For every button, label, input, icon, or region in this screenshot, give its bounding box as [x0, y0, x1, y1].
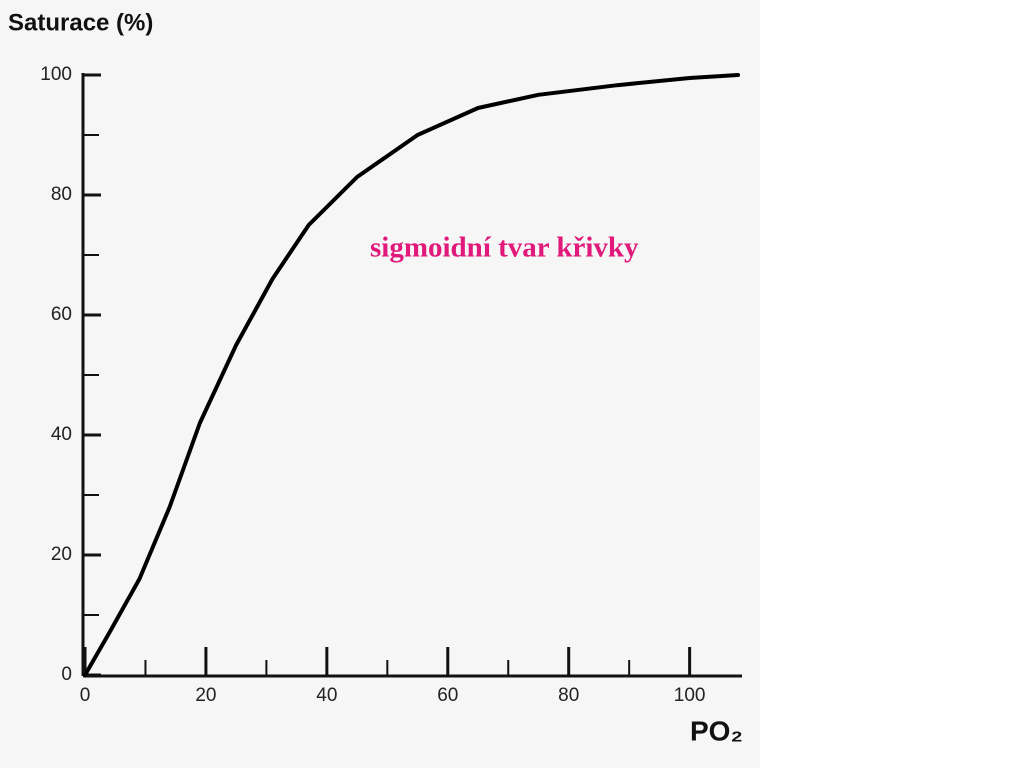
chart-title: Saturace (%) — [8, 9, 153, 36]
y-tick-label: 80 — [51, 184, 72, 205]
y-tick-label: 0 — [61, 664, 72, 685]
y-tick-label: 40 — [51, 424, 72, 445]
y-tick-label: 20 — [51, 544, 72, 565]
x-tick-label: 20 — [195, 685, 216, 706]
curve — [83, 73, 740, 677]
x-tick-label: 80 — [558, 685, 579, 706]
x-tick-label: 0 — [80, 685, 91, 706]
x-axis-label: PO₂ — [690, 715, 743, 746]
plot-background — [0, 0, 760, 768]
annotation: sigmoidní tvar křivky — [370, 232, 639, 264]
x-tick-label: 100 — [674, 685, 706, 706]
x-tick-label: 40 — [316, 685, 337, 706]
y-tick-label: 60 — [51, 304, 72, 325]
y-tick-label: 100 — [40, 64, 72, 85]
x-tick-label: 60 — [437, 685, 458, 706]
